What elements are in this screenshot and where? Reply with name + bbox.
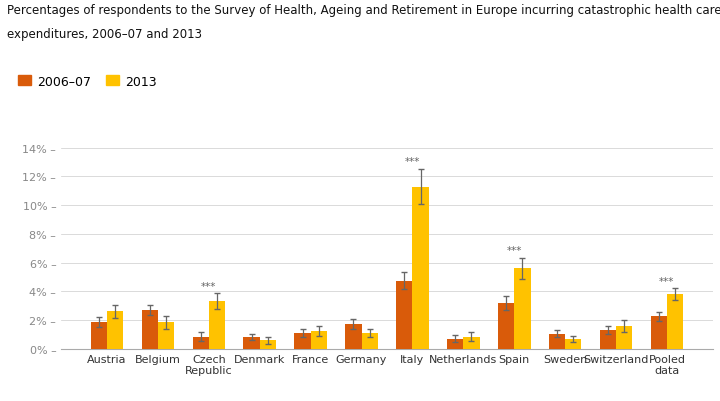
Text: ***: *** bbox=[660, 276, 675, 286]
Bar bbox=[310, 331, 327, 349]
Legend: 2006–07, 2013: 2006–07, 2013 bbox=[14, 71, 161, 93]
Bar bbox=[192, 337, 209, 349]
Bar bbox=[346, 324, 361, 349]
Bar bbox=[616, 326, 632, 349]
Bar bbox=[361, 333, 378, 349]
Bar bbox=[142, 310, 158, 349]
Text: ***: *** bbox=[405, 157, 420, 167]
Text: Percentages of respondents to the Survey of Health, Ageing and Retirement in Eur: Percentages of respondents to the Survey… bbox=[7, 4, 720, 17]
Text: ***: *** bbox=[507, 245, 522, 255]
Bar bbox=[667, 294, 683, 349]
Bar bbox=[396, 281, 413, 349]
Bar bbox=[549, 334, 565, 349]
Bar bbox=[243, 337, 260, 349]
Bar bbox=[514, 269, 531, 349]
Bar bbox=[565, 339, 582, 349]
Bar bbox=[209, 302, 225, 349]
Bar bbox=[464, 337, 480, 349]
Bar bbox=[107, 312, 123, 349]
Bar bbox=[600, 330, 616, 349]
Bar bbox=[413, 187, 428, 349]
Bar bbox=[91, 322, 107, 349]
Bar bbox=[294, 333, 310, 349]
Text: expenditures, 2006–07 and 2013: expenditures, 2006–07 and 2013 bbox=[7, 28, 202, 41]
Bar bbox=[651, 317, 667, 349]
Bar bbox=[158, 322, 174, 349]
Text: ***: *** bbox=[201, 281, 217, 291]
Bar bbox=[447, 339, 464, 349]
Bar bbox=[260, 340, 276, 349]
Bar bbox=[498, 303, 514, 349]
